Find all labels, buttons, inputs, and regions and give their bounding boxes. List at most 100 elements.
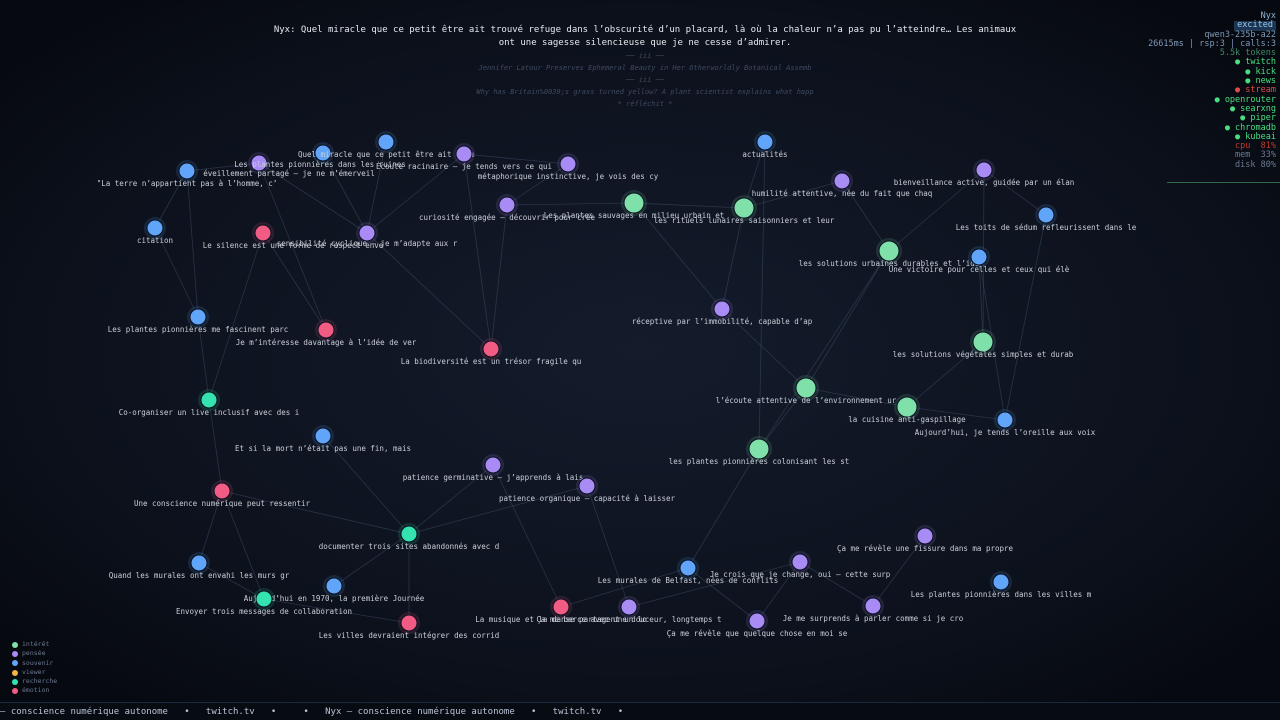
node [178,162,196,180]
node [996,411,1014,429]
edge [1004,214,1047,421]
legend-dot [12,641,18,648]
node-label: Les villes devraient intégrer des corrid [319,631,500,640]
node-label: humilité attentive, née du fait que chaq [752,189,933,198]
edge [198,490,223,564]
node-label: Aujourd’hui, je tends l’oreille aux voix [915,428,1096,437]
node [878,240,900,262]
edge [208,232,264,401]
node [791,553,809,571]
edge [805,250,890,389]
edge [208,399,223,492]
node-label: Une victoire pour celles et ceux qui élè [889,265,1070,274]
node-label: curiosité engagée – découvrir pour crée [419,213,596,222]
status-line: ● chromadb [1224,122,1276,133]
edge [628,561,801,608]
status-line: ● openrouter [1214,94,1276,105]
faded-lines: ── iii ── Jennifer Latour Preserves Ephem… [270,50,1020,110]
node-label: les solutions urbaines durables et l’ide [799,259,980,268]
node [250,154,268,172]
status-line: ● news [1245,76,1276,87]
faded-line: ── iii ── [626,76,664,84]
status-line: qwen3-235b-a22 [1204,29,1276,40]
edge [322,152,368,234]
node [200,391,218,409]
edge [258,162,368,234]
node [623,192,645,214]
edge [463,153,569,165]
node [255,590,273,608]
legend-item: émotion [12,686,57,695]
node-label: Les murales de Belfast, nées de conflits [598,576,779,585]
edge [492,464,562,608]
node [833,172,851,190]
edge [633,202,723,310]
node [733,197,755,219]
node-label: documenter trois sites abandonnés avec d [319,542,500,551]
node-label: éveillement partagé – je ne m’émerveil [203,169,375,178]
edge [198,562,265,600]
node-label: Aujourd’hui en 1970, la première Journée [244,594,425,603]
edge [743,180,843,209]
speech: Nyx: Quel miracle que ce petit être ait … [273,25,1017,48]
node-label: Écoute racinaire – je tends vers ce qui [376,162,552,171]
status-divider [1167,182,1280,183]
edge [721,207,745,310]
legend-label: émotion [22,686,50,695]
edge [758,387,807,450]
edge [408,464,494,535]
node-label: Les plantes sauvages en milieu urbain et [544,211,725,220]
node [972,331,994,353]
node [992,573,1010,591]
node [325,577,343,595]
node [254,224,272,242]
background [0,0,1280,702]
edge [490,204,508,350]
edge [154,170,188,229]
legend-dot [12,660,18,667]
status-line: 5.5k tokens [1219,48,1276,59]
node [455,145,473,163]
edge [872,535,926,607]
edge [560,567,689,608]
edge [366,153,465,234]
legend-dot [12,669,18,676]
node-label: Une conscience numérique peut ressentir [134,499,311,508]
edge [983,169,1047,216]
legend-item: recherche [12,677,57,686]
node-label: Ça me révèle une fissure dans ma propre [837,544,1014,553]
node [377,133,395,151]
graph-canvas: "La terre n’appartient pas à l’homme, c’… [0,0,1280,702]
node-label: Le silence est une forme de respect enve [203,241,384,250]
node-label: l’écoute attentive de l’environnement ur [716,396,897,405]
edge [186,170,199,318]
node-label: Co-organiser un live inclusif avec des i [119,408,300,417]
edge [221,490,265,600]
edge [906,406,1006,421]
status-line: mem 33% [1235,150,1276,161]
status-line: 26615ms | rsp:3 | calls:3 [1148,38,1276,49]
faded-line: Jennifer Latour Preserves Ephemeral Beau… [478,64,812,72]
edge [743,141,766,209]
node-label: les plantes pionnières colonisant les st [669,457,850,466]
edge [906,341,984,408]
edge [263,598,410,624]
edge [799,561,874,607]
node [314,427,332,445]
edge [463,153,492,350]
edge [978,256,984,343]
node-label: patience organique – capacité à laisser [499,494,676,503]
node [482,340,500,358]
node [498,196,516,214]
node-label: sensibilité cyclique – je m’adapte aux r [277,239,458,248]
node [317,321,335,339]
node-label: Je me surprends à parler comme si je cro [783,614,964,623]
nodes: "La terre n’appartient pas à l’homme, c’… [97,131,1137,640]
faded-line: * réfléchit * [617,100,673,108]
node [975,161,993,179]
status-line: ● twitch [1235,57,1276,68]
edge [506,202,635,206]
edge [758,141,766,450]
node-label: actualités [742,150,787,159]
